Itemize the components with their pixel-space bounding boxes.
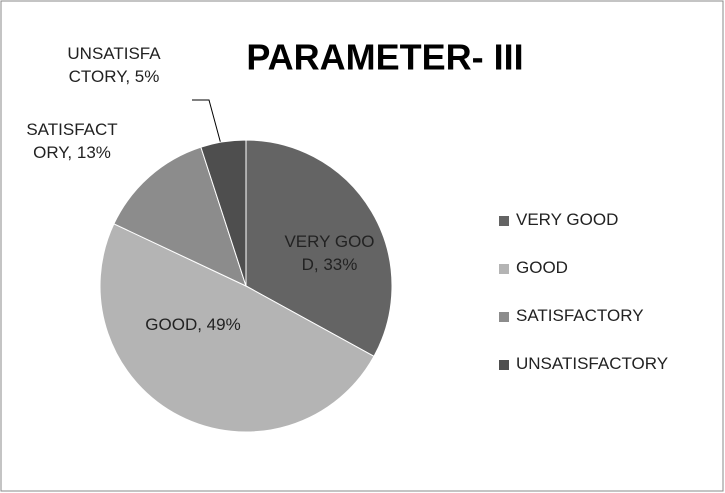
leader-line [192, 99, 223, 149]
legend-swatch [499, 360, 509, 370]
legend-swatch [499, 216, 509, 226]
pie-slice [99, 223, 375, 433]
legend-label: UNSATISFACTORY [516, 354, 669, 373]
data-label: GOOD, 49% [145, 315, 241, 334]
legend-label: GOOD [516, 258, 568, 277]
pie-slice [113, 146, 247, 287]
legend-swatch [499, 264, 509, 274]
legend-label: VERY GOOD [516, 210, 619, 229]
data-label: SATISFACTORY, 13% [26, 120, 118, 162]
pie-slice [245, 139, 393, 358]
data-label: VERY GOOD, 33% [284, 232, 375, 274]
data-label: UNSATISFACTORY, 5% [67, 44, 161, 86]
pie-slice [200, 139, 247, 287]
chart-title: PARAMETER- III [246, 37, 523, 78]
legend-swatch [499, 312, 509, 322]
legend-label: SATISFACTORY [516, 306, 644, 325]
